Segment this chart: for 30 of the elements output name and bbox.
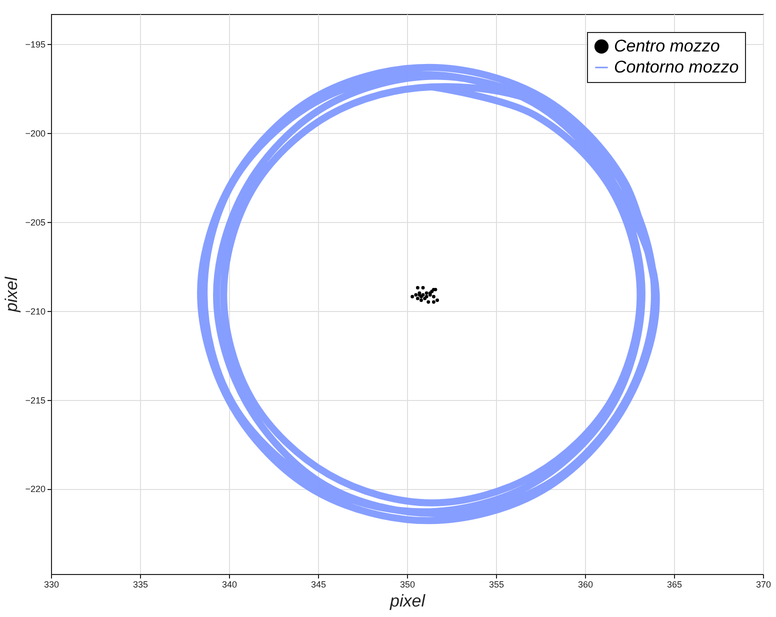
x-tick-label: 340 [222, 580, 238, 590]
point [410, 294, 414, 298]
point [432, 300, 436, 304]
x-axis-title: pixel [389, 592, 426, 610]
y-tick-label: −200 [25, 128, 46, 139]
point [426, 300, 430, 304]
x-tick-label: 345 [310, 580, 326, 590]
y-tick-label: −215 [25, 395, 46, 406]
y-axis-title: pixel [2, 276, 22, 313]
y-tick-label: −220 [25, 484, 46, 494]
point [416, 286, 420, 290]
x-tick-label: 360 [578, 580, 594, 590]
y-tick-label: −205 [25, 218, 46, 228]
x-tick-label: 330 [44, 580, 60, 590]
x-tick-label: 350 [400, 580, 416, 590]
point [414, 293, 418, 297]
x-tick-label: 335 [132, 580, 148, 590]
point [424, 291, 428, 295]
point [421, 286, 425, 290]
legend-label: Centro mozzo [614, 36, 720, 56]
legend-label: Contorno mozzo [614, 58, 739, 76]
point [416, 296, 420, 300]
point [436, 298, 439, 302]
point [420, 298, 423, 302]
point [432, 294, 436, 298]
y-tick-label: −210 [25, 306, 46, 316]
x-tick-label: 355 [488, 580, 504, 590]
y-tick-label: −195 [25, 40, 46, 50]
x-tick-label: 365 [666, 580, 682, 590]
x-tick-label: 370 [756, 580, 772, 590]
